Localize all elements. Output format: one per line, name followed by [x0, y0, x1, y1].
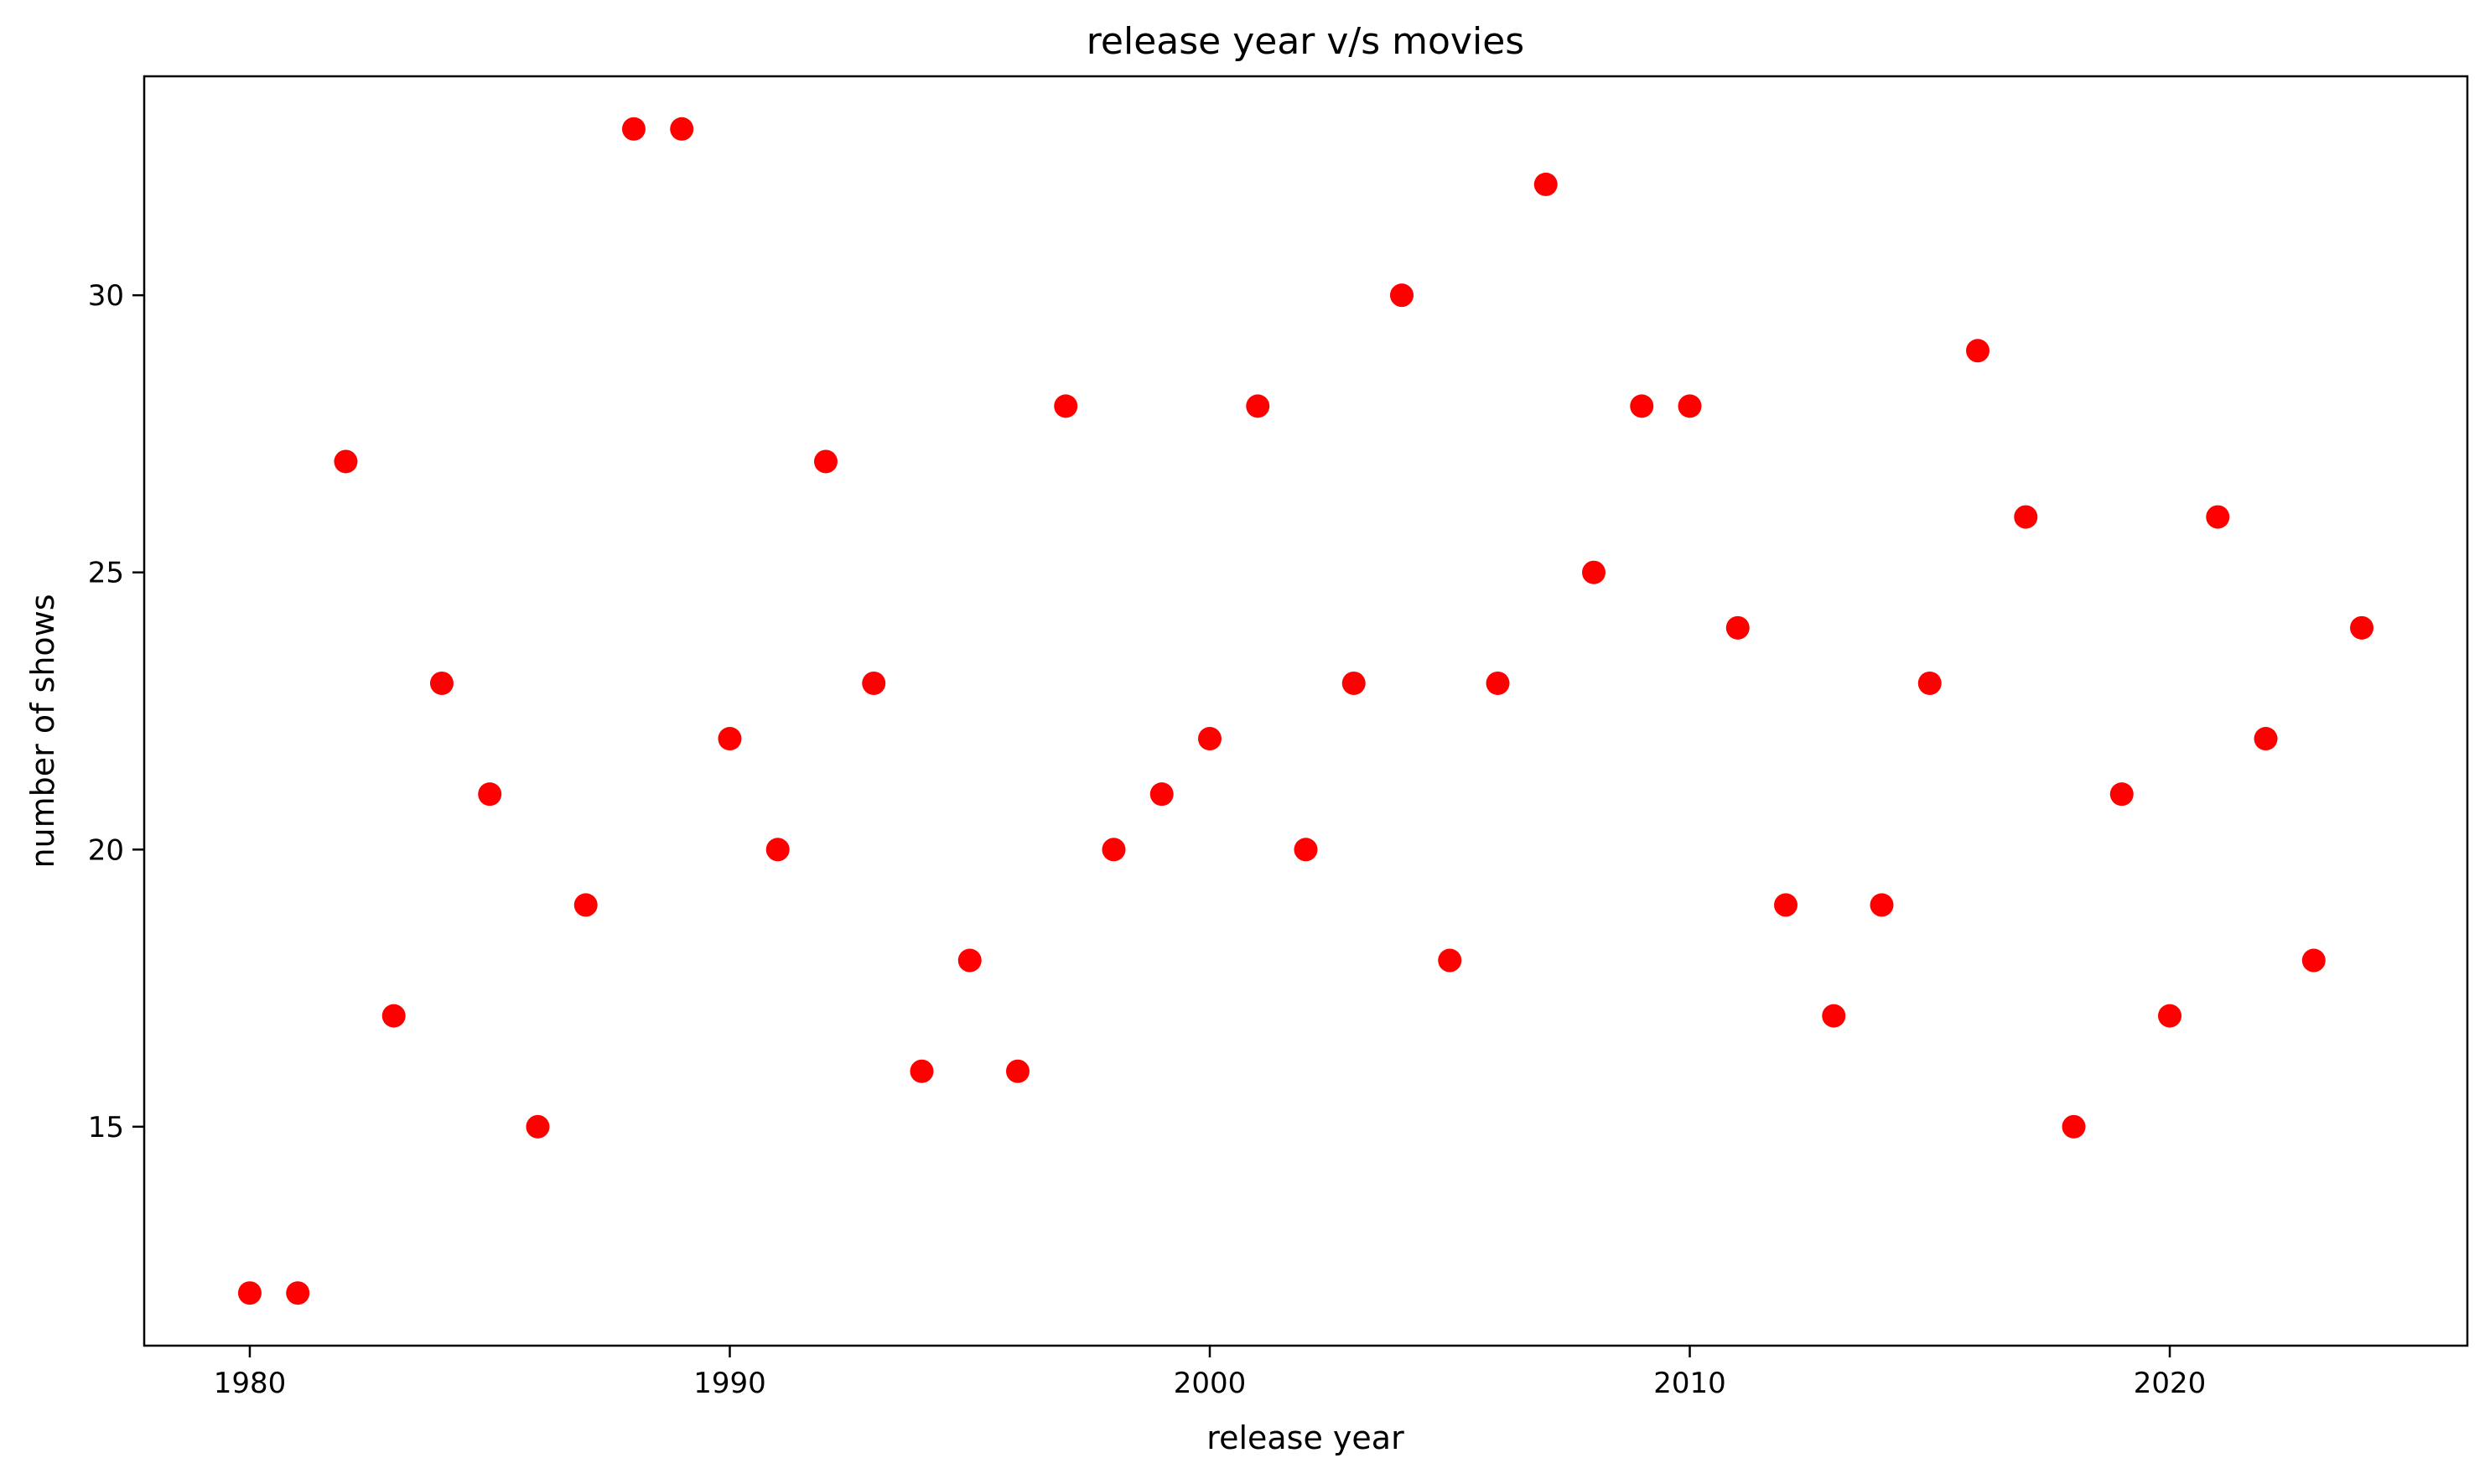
data-point	[1341, 671, 1366, 695]
data-point	[381, 1004, 406, 1028]
data-point	[718, 727, 742, 751]
data-point	[429, 671, 454, 695]
chart-title: release year v/s movies	[1087, 20, 1524, 63]
x-tick-label: 1980	[214, 1367, 287, 1400]
y-axis-label: number of shows	[24, 594, 61, 868]
y-tick-label: 15	[88, 1111, 124, 1144]
data-point	[1917, 671, 1942, 695]
data-point	[1630, 394, 1654, 418]
data-point	[1197, 727, 1222, 751]
data-point	[957, 948, 982, 973]
data-point	[573, 893, 598, 917]
data-point	[1294, 838, 1318, 862]
data-point	[286, 1281, 310, 1305]
data-point	[478, 782, 502, 807]
axis-ticks: 1980 1990 2000 2010 2020 15 20 25 30	[88, 279, 2207, 1400]
y-tick-label: 30	[88, 279, 124, 313]
data-point	[1005, 1059, 1030, 1083]
data-point	[1102, 838, 1126, 862]
data-point	[1678, 394, 1702, 418]
data-point	[2350, 615, 2374, 640]
data-point	[526, 1114, 550, 1139]
data-point	[621, 117, 646, 141]
data-point	[1533, 172, 1558, 196]
data-point	[765, 838, 790, 862]
scatter-points	[237, 117, 2374, 1305]
data-point	[1870, 893, 1894, 917]
data-point	[1390, 283, 1414, 308]
data-point	[813, 449, 838, 474]
data-point	[2301, 948, 2326, 973]
y-tick-label: 20	[88, 833, 124, 867]
data-point	[2254, 727, 2278, 751]
data-point	[2109, 782, 2134, 807]
data-point	[1725, 615, 1750, 640]
data-point	[670, 117, 694, 141]
plot-area-frame	[143, 75, 2469, 1347]
data-point	[237, 1281, 262, 1305]
data-point	[910, 1059, 934, 1083]
data-point	[1774, 893, 1798, 917]
x-tick-label: 1990	[693, 1367, 766, 1400]
data-point	[1054, 394, 1078, 418]
data-point	[2062, 1114, 2086, 1139]
data-point	[1582, 560, 1606, 584]
data-point	[2158, 1004, 2182, 1028]
x-axis-label: release year	[1206, 1419, 1404, 1456]
data-point	[1438, 948, 1462, 973]
data-point	[1149, 782, 1174, 807]
data-point	[2206, 505, 2230, 529]
x-tick-label: 2010	[1653, 1367, 1726, 1400]
data-point	[334, 449, 358, 474]
data-point	[862, 671, 886, 695]
y-tick-label: 25	[88, 557, 124, 590]
data-point	[2014, 505, 2038, 529]
data-point	[1246, 394, 1270, 418]
data-point	[1966, 339, 1990, 363]
data-point	[1822, 1004, 1846, 1028]
x-tick-label: 2020	[2134, 1367, 2207, 1400]
x-tick-label: 2000	[1174, 1367, 1247, 1400]
data-point	[1486, 671, 1510, 695]
